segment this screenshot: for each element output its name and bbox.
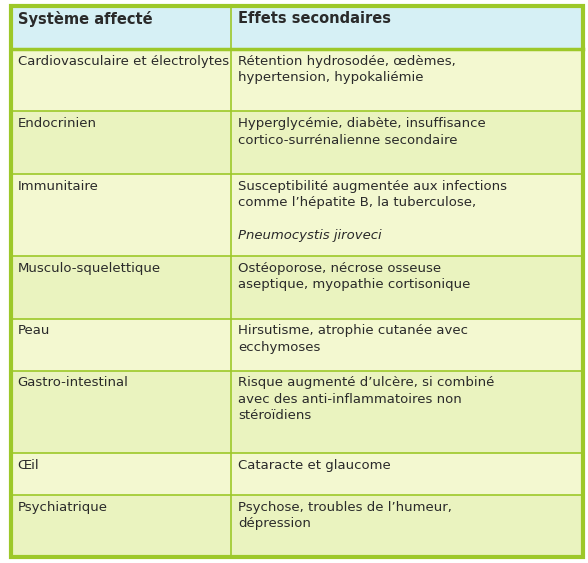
Bar [11, 453, 583, 495]
Bar [11, 6, 583, 49]
Text: Rétention hydrosodée, œdèmes,
hypertension, hypokaliémie: Rétention hydrosodée, œdèmes, hypertensi… [238, 55, 456, 84]
Text: Psychiatrique: Psychiatrique [18, 501, 108, 513]
Text: Risque augmenté d’ulcère, si combiné
avec des anti-inflammatoires non
stéroïdien: Risque augmenté d’ulcère, si combiné ave… [238, 377, 495, 422]
Bar [11, 174, 583, 256]
Text: Hyperglycémie, diabète, insuffisance
cortico-surrénalienne secondaire: Hyperglycémie, diabète, insuffisance cor… [238, 117, 486, 146]
Bar [11, 49, 583, 111]
Text: Effets secondaires: Effets secondaires [238, 11, 391, 26]
Text: Ostéoporose, nécrose osseuse
aseptique, myopathie cortisonique: Ostéoporose, nécrose osseuse aseptique, … [238, 262, 470, 292]
Text: Susceptibilité augmentée aux infections
comme l’hépatite B, la tuberculose,: Susceptibilité augmentée aux infections … [238, 180, 507, 209]
Text: Cataracte et glaucome: Cataracte et glaucome [238, 459, 391, 472]
Text: Musculo-squelettique: Musculo-squelettique [18, 262, 161, 275]
Text: Système affecté: Système affecté [18, 11, 152, 27]
Bar [11, 495, 583, 557]
Bar [11, 319, 583, 371]
Text: Hirsutisme, atrophie cutanée avec
ecchymoses: Hirsutisme, atrophie cutanée avec ecchym… [238, 324, 468, 354]
Text: Œil: Œil [18, 459, 39, 472]
Text: Endocrinien: Endocrinien [18, 117, 96, 130]
Text: Gastro-intestinal: Gastro-intestinal [18, 377, 129, 390]
Text: Peau: Peau [18, 324, 50, 337]
Text: Psychose, troubles de l’humeur,
dépression: Psychose, troubles de l’humeur, dépressi… [238, 501, 452, 530]
Bar [11, 371, 583, 453]
Text: Immunitaire: Immunitaire [18, 180, 99, 193]
Text: Cardiovasculaire et électrolytes: Cardiovasculaire et électrolytes [18, 55, 229, 68]
Text: Pneumocystis jiroveci: Pneumocystis jiroveci [238, 229, 382, 242]
Bar [11, 256, 583, 319]
Bar [11, 111, 583, 174]
